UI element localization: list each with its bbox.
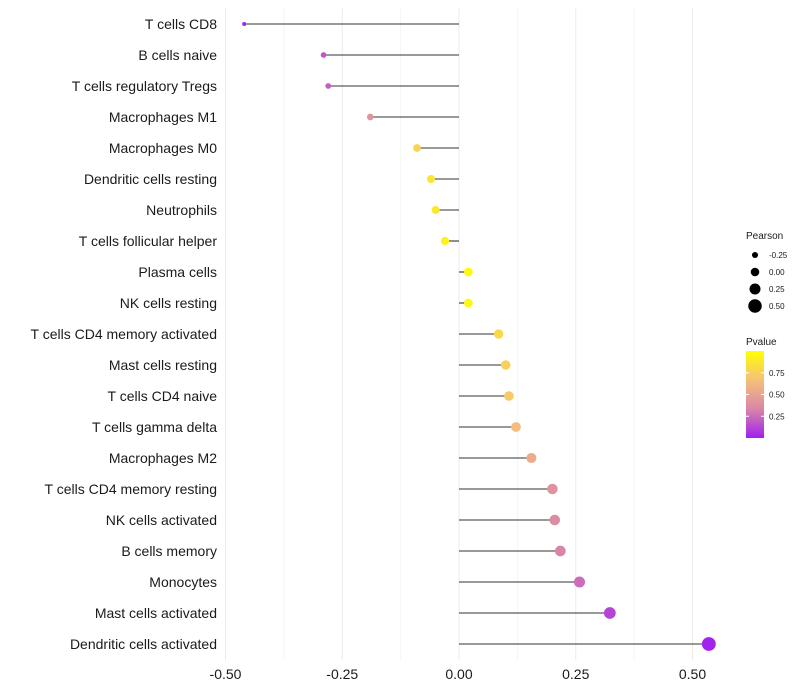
category-label: T cells CD4 memory resting xyxy=(45,481,217,497)
category-label: T cells CD8 xyxy=(145,16,217,32)
legend-size-label: 0.00 xyxy=(769,268,785,277)
category-label: Macrophages M2 xyxy=(109,450,217,466)
lollipop-point xyxy=(431,205,440,215)
legend-pvalue-colorbar xyxy=(746,351,764,438)
category-label: Plasma cells xyxy=(138,264,217,280)
category-label: B cells naive xyxy=(138,47,217,63)
legend-pearson-title: Pearson xyxy=(746,231,783,242)
category-label: T cells regulatory Tregs xyxy=(72,78,217,94)
lollipop-point xyxy=(603,607,616,619)
category-label: T cells CD4 memory activated xyxy=(31,326,217,342)
legend-pvalue-title: Pvalue xyxy=(746,337,777,348)
legend-size-key xyxy=(748,299,762,313)
lollipop-point xyxy=(701,637,716,651)
stems-layer xyxy=(244,23,709,645)
lollipop-point xyxy=(440,236,450,246)
x-axis-tick-labels: -0.50 -0.25 0.00 0.25 0.50 xyxy=(210,666,707,682)
category-labels: T cells CD8 B cells naive T cells regulato… xyxy=(31,16,218,652)
legend-size-label: 0.50 xyxy=(769,302,785,311)
lollipop-point xyxy=(427,175,435,183)
lollipop-point xyxy=(493,329,504,339)
lollipop-point xyxy=(320,52,327,58)
legend-pearson: Pearson -0.25 0.00 0.25 0.50 xyxy=(746,231,788,313)
category-label: B cells memory xyxy=(121,543,217,559)
category-label: Mast cells activated xyxy=(95,605,217,621)
lollipop-point xyxy=(549,514,561,526)
legend-pvalue: Pvalue 0.25 0.50 0.75 xyxy=(746,337,785,438)
lollipop-point xyxy=(463,298,473,308)
legend-size-label: 0.25 xyxy=(769,285,785,294)
category-label: T cells CD4 naive xyxy=(108,388,218,404)
lollipop-point xyxy=(242,22,247,26)
lollipop-point xyxy=(500,360,511,370)
lollipop-point xyxy=(511,422,521,432)
lollipop-point xyxy=(573,576,586,588)
x-tick-label: 0.25 xyxy=(562,666,589,682)
legend-size-key xyxy=(751,251,759,259)
category-label: Dendritic cells activated xyxy=(70,636,217,652)
legend-size-key xyxy=(750,267,760,277)
category-label: NK cells resting xyxy=(120,295,217,311)
points-layer xyxy=(242,22,716,651)
x-tick-label: 0.00 xyxy=(445,666,472,682)
x-tick-label: 0.50 xyxy=(679,666,706,682)
lollipop-point xyxy=(325,83,332,89)
legend-size-label: -0.25 xyxy=(769,251,788,260)
category-label: Macrophages M0 xyxy=(109,140,217,156)
category-label: Mast cells resting xyxy=(109,357,217,373)
lollipop-point xyxy=(366,113,374,121)
lollipop-point xyxy=(463,267,473,277)
legend-pvalue-label: 0.50 xyxy=(769,391,785,400)
legend-pvalue-label: 0.75 xyxy=(769,369,785,378)
lollipop-point xyxy=(554,545,566,557)
lollipop-point xyxy=(504,391,514,401)
category-label: Monocytes xyxy=(149,574,217,590)
category-label: Macrophages M1 xyxy=(109,109,217,125)
lollipop-point xyxy=(526,452,537,464)
category-label: T cells follicular helper xyxy=(79,233,218,249)
category-label: NK cells activated xyxy=(106,512,217,528)
lollipop-point xyxy=(413,144,421,152)
legend-size-key xyxy=(749,283,761,295)
x-tick-label: -0.25 xyxy=(326,666,358,682)
category-label: Dendritic cells resting xyxy=(84,171,217,187)
x-tick-label: -0.50 xyxy=(210,666,242,682)
category-label: T cells gamma delta xyxy=(92,419,217,435)
lollipop-point xyxy=(547,483,558,495)
category-label: Neutrophils xyxy=(146,202,217,218)
legend-pvalue-label: 0.25 xyxy=(769,412,785,421)
